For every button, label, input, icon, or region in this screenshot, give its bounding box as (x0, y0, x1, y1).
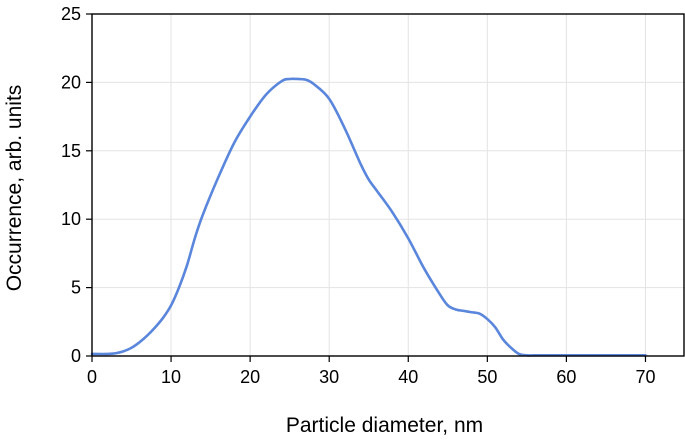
tick-layer: 0 10 20 30 40 50 60 70 0 5 10 15 20 25 (61, 4, 656, 387)
y-tick-label: 10 (61, 209, 81, 229)
x-axis-title: Particle diameter, nm (286, 414, 483, 437)
grid-layer (92, 14, 685, 356)
x-tick-label: 20 (240, 367, 260, 387)
distribution-line (90, 77, 647, 357)
y-tick-label: 25 (61, 4, 81, 24)
y-axis-title: Occurrence, arb. units (3, 85, 26, 292)
y-tick-label: 15 (61, 141, 81, 161)
x-tick-label: 70 (635, 367, 655, 387)
x-tick-label: 30 (319, 367, 339, 387)
x-tick-label: 60 (556, 367, 576, 387)
series-layer (90, 77, 647, 357)
y-tick-label: 5 (71, 278, 81, 298)
plot-frame (91, 13, 685, 357)
x-tick-label: 0 (87, 367, 97, 387)
y-tick-label: 20 (61, 72, 81, 92)
x-tick-label: 40 (398, 367, 418, 387)
y-tick-label: 0 (71, 346, 81, 366)
x-tick-label: 10 (161, 367, 181, 387)
x-tick-label: 50 (477, 367, 497, 387)
